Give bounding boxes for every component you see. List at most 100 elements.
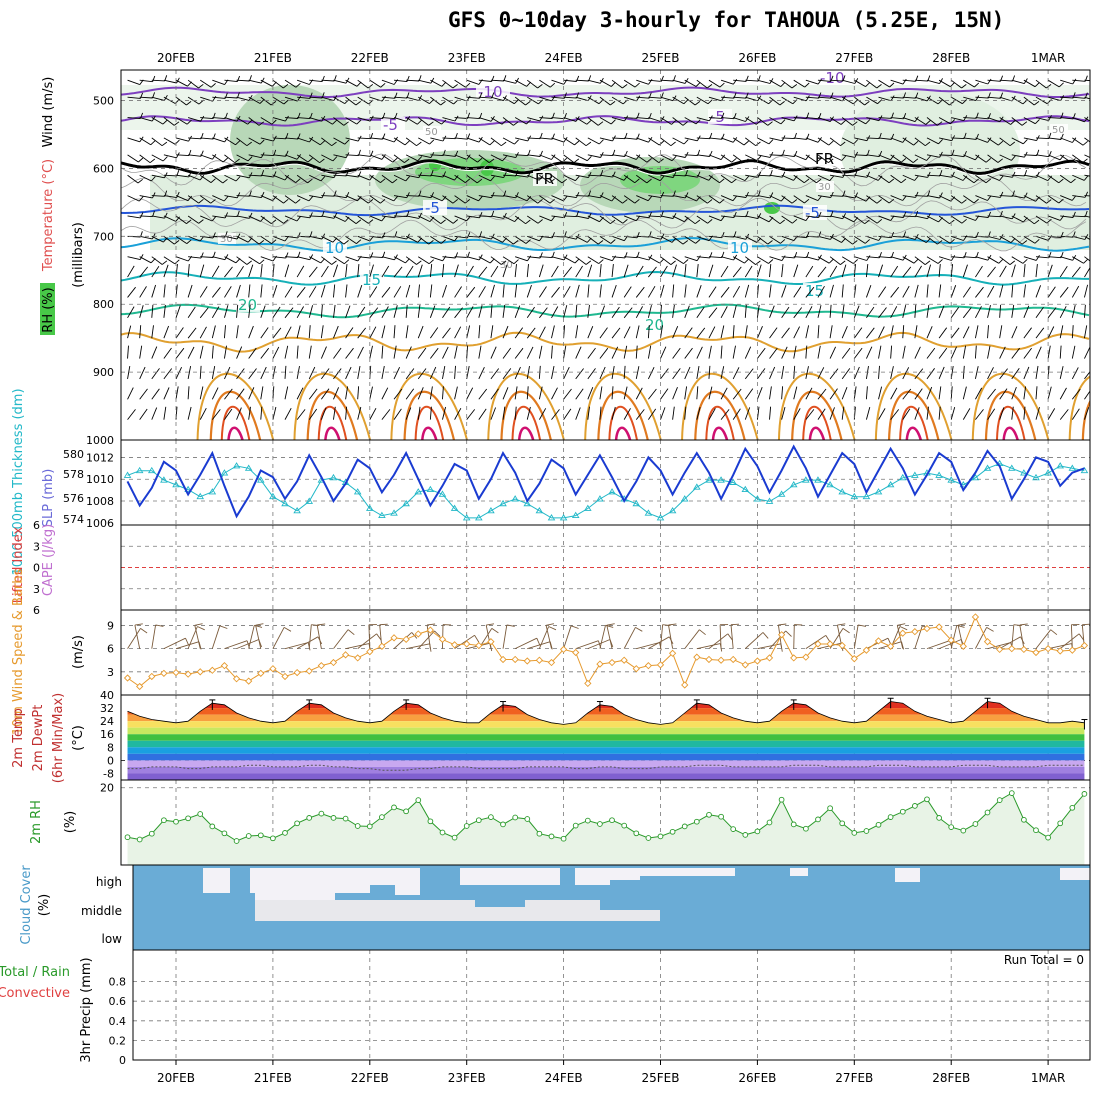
wind-barb xyxy=(551,174,563,184)
date-label-bottom: 27FEB xyxy=(835,1071,873,1085)
wind-barb xyxy=(538,408,547,420)
wind-barb-flag xyxy=(743,158,749,163)
cloud-level-label: middle xyxy=(81,904,122,918)
wind-barb xyxy=(817,345,821,359)
wind-barb xyxy=(321,79,335,82)
wind-barb xyxy=(502,195,516,199)
wind-barb xyxy=(999,256,1011,265)
isotherm-near-surface xyxy=(518,426,535,440)
wind-barb-flag xyxy=(356,239,362,244)
wind-barb xyxy=(260,79,273,87)
wind-barb-flag xyxy=(805,154,810,160)
wind-barb-flag xyxy=(285,115,289,122)
wind-barb-flag xyxy=(246,260,252,265)
wind-barb xyxy=(430,174,444,178)
wind-barb xyxy=(296,137,310,143)
wind-barb xyxy=(175,235,188,244)
wind-barb xyxy=(587,117,599,126)
rh-point xyxy=(1045,834,1051,841)
wind-barb-flag xyxy=(355,219,362,224)
rh-point xyxy=(221,830,228,837)
wind-barb-flag xyxy=(1010,237,1016,243)
thickness-point xyxy=(438,490,447,497)
wind-barb xyxy=(563,305,568,318)
thickness-point xyxy=(414,488,423,495)
wind-barb xyxy=(841,304,845,318)
wind-barb xyxy=(466,117,480,120)
wind-barb xyxy=(418,256,430,265)
wind-barb-flag xyxy=(597,240,604,245)
wind-barb xyxy=(1011,284,1014,298)
wind10m-barb xyxy=(224,640,248,650)
wind-barb xyxy=(248,174,262,177)
wind-barb xyxy=(938,96,950,106)
thickness-point xyxy=(632,499,641,507)
wind-barb xyxy=(284,386,289,400)
wind-barb xyxy=(248,96,261,104)
wind-barb xyxy=(890,286,900,298)
wind-barb-flag xyxy=(186,119,192,125)
wind-barb xyxy=(672,235,684,245)
wind-barb xyxy=(430,117,442,125)
wind-barb xyxy=(163,406,167,420)
wind-barb xyxy=(502,406,506,420)
wind-barb xyxy=(939,174,952,178)
thickness-point xyxy=(160,476,168,483)
wind-barb xyxy=(1071,367,1079,380)
wind-barb xyxy=(490,154,503,162)
wind-barb-flag xyxy=(768,139,774,145)
wind10m-barb-flag xyxy=(699,629,706,636)
wind-barb xyxy=(926,264,932,278)
wind-barb xyxy=(914,215,928,220)
wind-barb-flag xyxy=(961,218,967,224)
wind-barb xyxy=(974,345,977,359)
wind-barb-flag xyxy=(491,192,495,198)
wind-barb-flag xyxy=(551,232,555,238)
wind-barb xyxy=(1072,117,1085,123)
wind-barb xyxy=(708,79,721,88)
wind-barb xyxy=(333,347,342,359)
wind-barb xyxy=(1084,390,1090,400)
wind10m-barb xyxy=(606,625,613,649)
wind-barb xyxy=(1035,174,1048,182)
wind-barb-flag xyxy=(514,139,519,145)
wind-barb xyxy=(1023,96,1035,106)
wind-barb xyxy=(721,215,735,219)
rh-point xyxy=(391,804,397,811)
wind-barb xyxy=(551,79,564,85)
wind-barb xyxy=(272,117,286,122)
wind-barb-flag xyxy=(648,137,653,143)
wind-barb xyxy=(127,215,141,219)
wind-barb xyxy=(866,235,879,241)
wind-barb xyxy=(817,367,825,380)
isotherm-near-surface xyxy=(778,372,856,440)
wind-barb xyxy=(962,345,967,359)
wind-barb xyxy=(575,137,587,147)
wind-barb xyxy=(490,265,499,278)
wind-barb xyxy=(732,388,742,400)
wind-barb-flag xyxy=(537,199,543,204)
wind10m-speed-point xyxy=(717,656,725,664)
wind-barb xyxy=(696,137,710,140)
rh-point xyxy=(936,815,942,821)
cloud-gap xyxy=(895,868,920,882)
thickness-point xyxy=(1007,464,1016,471)
wind-barb xyxy=(272,137,286,140)
wind-barb xyxy=(599,137,613,142)
thickness-point xyxy=(147,466,156,474)
wind-barb xyxy=(1023,154,1037,156)
wind-barb xyxy=(1059,154,1072,163)
wind-barb xyxy=(478,195,492,199)
wind-barb xyxy=(139,117,153,122)
wind-barb-flag xyxy=(720,154,726,160)
wind10m-speed-point xyxy=(996,645,1004,654)
wind-barb xyxy=(1059,325,1064,339)
wind-barb xyxy=(1035,256,1049,259)
wind-barb xyxy=(708,195,720,204)
wind-barb xyxy=(236,195,250,197)
thickness-point xyxy=(123,471,132,478)
wind-barb xyxy=(260,305,266,318)
wind-barb-flag xyxy=(525,101,531,106)
wind-barb xyxy=(320,368,330,380)
wind-barb-flag xyxy=(319,158,325,164)
